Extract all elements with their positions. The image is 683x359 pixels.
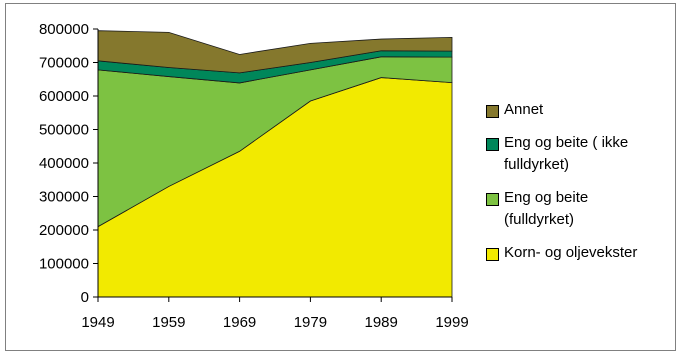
legend-swatch-eng-fulldyrket bbox=[486, 193, 499, 206]
y-tick-label: 400000 bbox=[39, 155, 89, 172]
area-chart: 0 100000 200000 300000 400000 500000 600000 700… bbox=[39, 21, 469, 331]
y-tick-label: 600000 bbox=[39, 88, 89, 105]
y-tick-label: 300000 bbox=[39, 189, 89, 206]
x-tick-label: 1959 bbox=[152, 314, 185, 331]
y-tick-label: 500000 bbox=[39, 122, 89, 139]
y-tick-label: 800000 bbox=[39, 21, 89, 38]
chart-frame: 0 100000 200000 300000 400000 500000 600000 700… bbox=[5, 3, 676, 351]
x-tick-label: 1979 bbox=[294, 314, 327, 331]
x-tick-label: 1969 bbox=[223, 314, 256, 331]
x-tick-label: 1949 bbox=[81, 314, 114, 331]
legend-swatch-korn bbox=[486, 248, 499, 261]
legend-item-korn: Korn- og oljevekster bbox=[486, 242, 683, 264]
x-tick-label: 1989 bbox=[365, 314, 398, 331]
legend-label: Eng og beite (fulldyrket) bbox=[504, 189, 589, 228]
y-tick-label: 0 bbox=[81, 289, 89, 306]
legend: Annet Eng og beite ( ikke fulldyrket) En… bbox=[486, 99, 683, 275]
legend-item-eng-fulldyrket: Eng og beite (fulldyrket) bbox=[486, 187, 683, 231]
legend-swatch-eng-ikke-fulldyrket bbox=[486, 138, 499, 151]
x-tick-label: 1999 bbox=[435, 314, 468, 331]
area-series-3 bbox=[97, 30, 453, 74]
legend-item-eng-ikke-fulldyrket: Eng og beite ( ikke fulldyrket) bbox=[486, 132, 683, 176]
y-tick-label: 100000 bbox=[39, 256, 89, 273]
legend-item-annet: Annet bbox=[486, 99, 683, 121]
legend-label: Korn- og oljevekster bbox=[504, 244, 638, 261]
legend-label: Annet bbox=[504, 101, 544, 118]
y-tick-label: 200000 bbox=[39, 222, 89, 239]
y-tick-label: 700000 bbox=[39, 55, 89, 72]
legend-label: Eng og beite ( ikke fulldyrket) bbox=[504, 134, 629, 173]
legend-swatch-annet bbox=[486, 105, 499, 118]
